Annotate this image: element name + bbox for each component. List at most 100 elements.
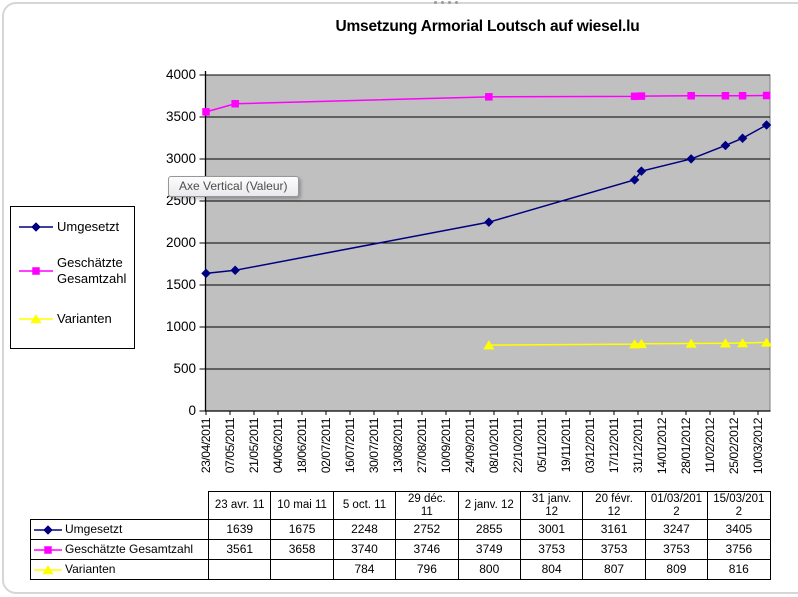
series-key-marker[interactable] xyxy=(44,545,52,554)
data-point-marker[interactable] xyxy=(637,92,646,100)
x-axis-label[interactable]: 04/06/2011 xyxy=(271,418,285,474)
series-key-marker[interactable] xyxy=(43,524,53,535)
data-point-marker[interactable] xyxy=(485,93,493,101)
y-axis-label[interactable]: 1000 xyxy=(165,319,196,334)
table-cell: 3746 xyxy=(395,539,459,560)
table-header-cell: 2 janv. 12 xyxy=(457,491,521,520)
legend-label: Varianten xyxy=(57,311,112,326)
table-cell: 3756 xyxy=(707,539,771,560)
data-point-marker[interactable] xyxy=(636,166,647,177)
y-axis-label[interactable]: 1500 xyxy=(165,277,196,292)
table-header-cell: 5 oct. 11 xyxy=(332,491,397,520)
diamond-marker-icon xyxy=(19,222,53,232)
data-point-marker[interactable] xyxy=(484,217,494,228)
x-axis-label[interactable]: 31/12/2011 xyxy=(631,418,645,474)
legend-entry-gesch-tzte-gesamtzahl[interactable]: Geschätzte Gesamtzahl xyxy=(19,255,133,287)
data-point-marker[interactable] xyxy=(761,120,772,130)
y-axis-label[interactable]: 3500 xyxy=(165,109,196,124)
table-cell: 804 xyxy=(519,559,584,580)
x-axis-label[interactable]: 07/05/2011 xyxy=(223,418,237,474)
data-point-marker[interactable] xyxy=(738,91,747,100)
x-axis-label[interactable]: 18/06/2011 xyxy=(295,418,309,474)
table-cell: 3001 xyxy=(519,519,584,540)
table-cell xyxy=(207,559,272,580)
x-axis-label[interactable]: 05/11/2011 xyxy=(535,418,549,473)
x-axis-label[interactable]: 23/04/2011 xyxy=(199,418,213,474)
x-axis-label[interactable]: 08/10/2011 xyxy=(487,418,501,474)
table-cell: 784 xyxy=(332,559,397,580)
table-cell: 3753 xyxy=(644,539,709,560)
x-axis-label[interactable]: 24/09/2011 xyxy=(463,418,477,474)
data-point-marker[interactable] xyxy=(762,91,771,100)
table-header-cell: 23 avr. 11 xyxy=(207,491,272,520)
data-point-marker[interactable] xyxy=(760,337,773,347)
x-axis-label[interactable]: 13/08/2011 xyxy=(391,418,405,474)
table-cell: 796 xyxy=(395,559,459,580)
table-row: Varianten 784 796 800 804 807 809 816 xyxy=(30,559,771,580)
x-axis-label[interactable]: 25/02/2012 xyxy=(727,418,741,475)
data-point-marker[interactable] xyxy=(230,265,240,276)
data-point-marker[interactable] xyxy=(635,338,648,349)
x-axis-label[interactable]: 02/07/2011 xyxy=(319,418,333,474)
table-row: Geschätzte Gesamtzahl 3561 3658 3740 3746 374… xyxy=(30,539,771,560)
table-row-label-text: Geschätzte Gesamtzahl xyxy=(65,542,194,556)
data-point-marker[interactable] xyxy=(685,338,697,348)
legend[interactable]: Umgesetzt Geschätzte Gesamtzahl Varianten xyxy=(10,206,135,349)
data-point-marker[interactable] xyxy=(720,140,731,151)
x-axis-label[interactable]: 19/11/2011 xyxy=(559,418,573,473)
legend-marker[interactable] xyxy=(32,267,40,275)
table-row-label: Umgesetzt xyxy=(30,519,209,540)
y-axis-label[interactable]: 4000 xyxy=(165,67,196,82)
chart-title[interactable]: Umsetzung Armorial Loutsch auf wiesel.lu xyxy=(335,18,640,35)
x-axis-label[interactable]: 27/08/2011 xyxy=(415,418,429,474)
y-axis-label[interactable]: 2000 xyxy=(165,235,196,250)
data-point-marker[interactable] xyxy=(721,91,730,100)
x-axis-label[interactable]: 03/12/2011 xyxy=(583,418,597,474)
table-row-label: Varianten xyxy=(30,559,209,580)
data-point-marker[interactable] xyxy=(687,91,695,100)
y-axis-label[interactable]: 500 xyxy=(173,361,196,376)
legend-entry-varianten[interactable]: Varianten xyxy=(19,311,133,327)
x-axis-label[interactable]: 10/03/2012 xyxy=(751,418,765,475)
table-header-row: 23 avr. 11 10 mai 11 5 oct. 11 29 déc. 11 2 … xyxy=(31,491,771,520)
x-axis-label[interactable]: 28/01/2012 xyxy=(679,418,693,475)
y-axis-label[interactable]: 0 xyxy=(188,403,196,418)
y-axis-label[interactable]: 3000 xyxy=(165,151,196,166)
table-header-cell: 29 déc. 11 xyxy=(395,491,459,520)
table-row: Umgesetzt 1639 1675 2248 2752 2855 3001 3161 324… xyxy=(30,519,771,540)
data-point-marker[interactable] xyxy=(201,268,211,279)
data-point-marker[interactable] xyxy=(736,338,749,348)
legend-marker[interactable] xyxy=(30,314,42,324)
series-key-marker[interactable] xyxy=(42,564,54,574)
data-point-marker[interactable] xyxy=(737,133,748,144)
table-cell: 1639 xyxy=(207,519,272,540)
x-axis-label[interactable]: 16/07/2011 xyxy=(343,418,357,474)
x-axis-label[interactable]: 10/09/2011 xyxy=(439,418,453,474)
x-axis-label[interactable]: 11/02/2012 xyxy=(703,418,717,474)
table-cell: 1675 xyxy=(270,519,334,540)
table-cell: 3161 xyxy=(582,519,646,540)
data-point-marker[interactable] xyxy=(630,92,639,101)
resize-handle[interactable] xyxy=(434,1,458,4)
data-table[interactable]: 23 avr. 11 10 mai 11 5 oct. 11 29 déc. 11 2 … xyxy=(30,491,771,580)
legend-entry-umgesetzt[interactable]: Umgesetzt xyxy=(19,219,133,235)
table-row-label-text: Umgesetzt xyxy=(65,522,123,536)
table-header-cell: 15/03/201 2 xyxy=(707,491,771,520)
x-axis-label[interactable]: 14/01/2012 xyxy=(655,418,669,475)
legend-marker[interactable] xyxy=(31,222,41,232)
x-axis-label[interactable]: 17/12/2011 xyxy=(607,418,621,474)
data-point-marker[interactable] xyxy=(231,99,239,108)
data-point-marker[interactable] xyxy=(686,154,696,164)
table-cell: 3561 xyxy=(207,539,272,560)
data-point-marker[interactable] xyxy=(629,174,640,185)
x-axis-label[interactable]: 22/10/2011 xyxy=(511,418,525,474)
x-axis-label[interactable]: 30/07/2011 xyxy=(367,418,381,474)
x-axis-label[interactable]: 21/05/2011 xyxy=(247,418,261,474)
triangle-marker-icon xyxy=(19,314,53,324)
data-point-marker[interactable] xyxy=(202,108,210,116)
table-row-label-text: Varianten xyxy=(65,562,116,576)
data-point-marker[interactable] xyxy=(483,340,495,350)
data-point-marker[interactable] xyxy=(719,338,732,348)
